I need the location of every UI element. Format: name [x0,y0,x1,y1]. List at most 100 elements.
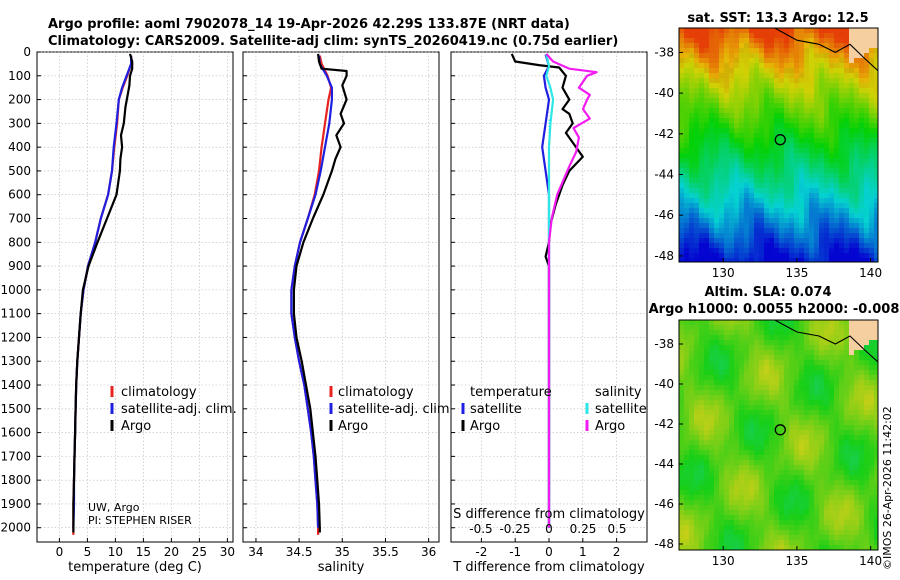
map-cell [754,178,760,184]
map-cell [864,63,870,69]
map-cell [859,505,865,511]
map-cell [754,63,760,69]
map-cell [729,425,735,431]
map-cell [874,63,878,69]
map-cell [794,465,800,471]
map-cell [834,178,840,184]
map-cell [749,253,755,259]
map-cell [804,330,810,336]
map-cell [784,138,790,144]
map-cell [774,28,780,34]
map-cell [869,415,875,421]
map-cell [704,470,710,476]
map-cell [874,375,878,381]
map-cell [714,370,720,376]
map-cell [794,83,800,89]
map-cell [799,33,805,39]
map-cell [749,233,755,239]
map-cell [709,445,715,451]
map-cell [699,430,705,436]
map-cell [744,370,750,376]
map-cell [749,63,755,69]
map-cell [789,168,795,174]
map-x-tick-label: 140 [859,554,882,568]
map-cell [719,243,725,249]
map-cell [734,238,740,244]
map-cell [799,470,805,476]
temperature-legend: climatology satellite-adj. clim. Argo [110,385,237,434]
map-cell [794,485,800,491]
map-cell [854,335,860,341]
map-cell [694,243,700,249]
map-cell [864,320,870,326]
map-cell [744,545,750,550]
map-cell [804,43,810,49]
map-cell [794,510,800,516]
map-cell [874,78,878,84]
map-cell [839,430,845,436]
map-cell [824,440,830,446]
map-cell [684,380,690,386]
map-cell [729,510,735,516]
map-cell [769,88,775,94]
map-cell [814,460,820,466]
map-cell [804,103,810,109]
map-cell [734,390,740,396]
map-cell [684,73,690,79]
map-cell [769,133,775,139]
map-cell [739,113,745,119]
map-cell [709,520,715,526]
map-cell [859,123,865,129]
map-cell [704,203,710,209]
map-cell [714,98,720,104]
map-cell [854,123,860,129]
map-cell [839,545,845,550]
map-cell [704,480,710,486]
map-cell [694,390,700,396]
map-cell [739,425,745,431]
map-cell [814,540,820,546]
map-cell [864,440,870,446]
map-cell [814,133,820,139]
map-cell [859,218,865,224]
map-cell [759,73,765,79]
map-cell [874,233,878,239]
map-cell [744,53,750,59]
map-cell [844,183,850,189]
map-cell [734,98,740,104]
map-cell [824,430,830,436]
map-cell [859,113,865,119]
map-cell [689,78,695,84]
map-cell [789,370,795,376]
map-cell [824,253,830,259]
map-cell [819,415,825,421]
map-cell [769,440,775,446]
map-cell [759,163,765,169]
map-cell [739,188,745,194]
map-cell [784,68,790,74]
map-cell [734,188,740,194]
map-cell [834,113,840,119]
map-cell [679,370,685,376]
map-cell [794,73,800,79]
map-cell [769,83,775,89]
map-cell [704,148,710,154]
map-cell [764,375,770,381]
map-cell [859,490,865,496]
map-cell [849,193,855,199]
temperature-axis-label: temperature (deg C) [68,560,202,575]
map-cell [759,83,765,89]
map-cell [734,510,740,516]
map-cell [799,450,805,456]
map-cell [689,33,695,39]
map-cell [704,435,710,441]
map-cell [719,108,725,114]
map-cell [869,128,875,134]
map-cell [859,233,865,239]
map-cell [684,203,690,209]
map-cell [729,258,735,262]
map-cell [689,430,695,436]
map-cell [739,540,745,546]
map-cell [854,480,860,486]
map-cell [699,158,705,164]
